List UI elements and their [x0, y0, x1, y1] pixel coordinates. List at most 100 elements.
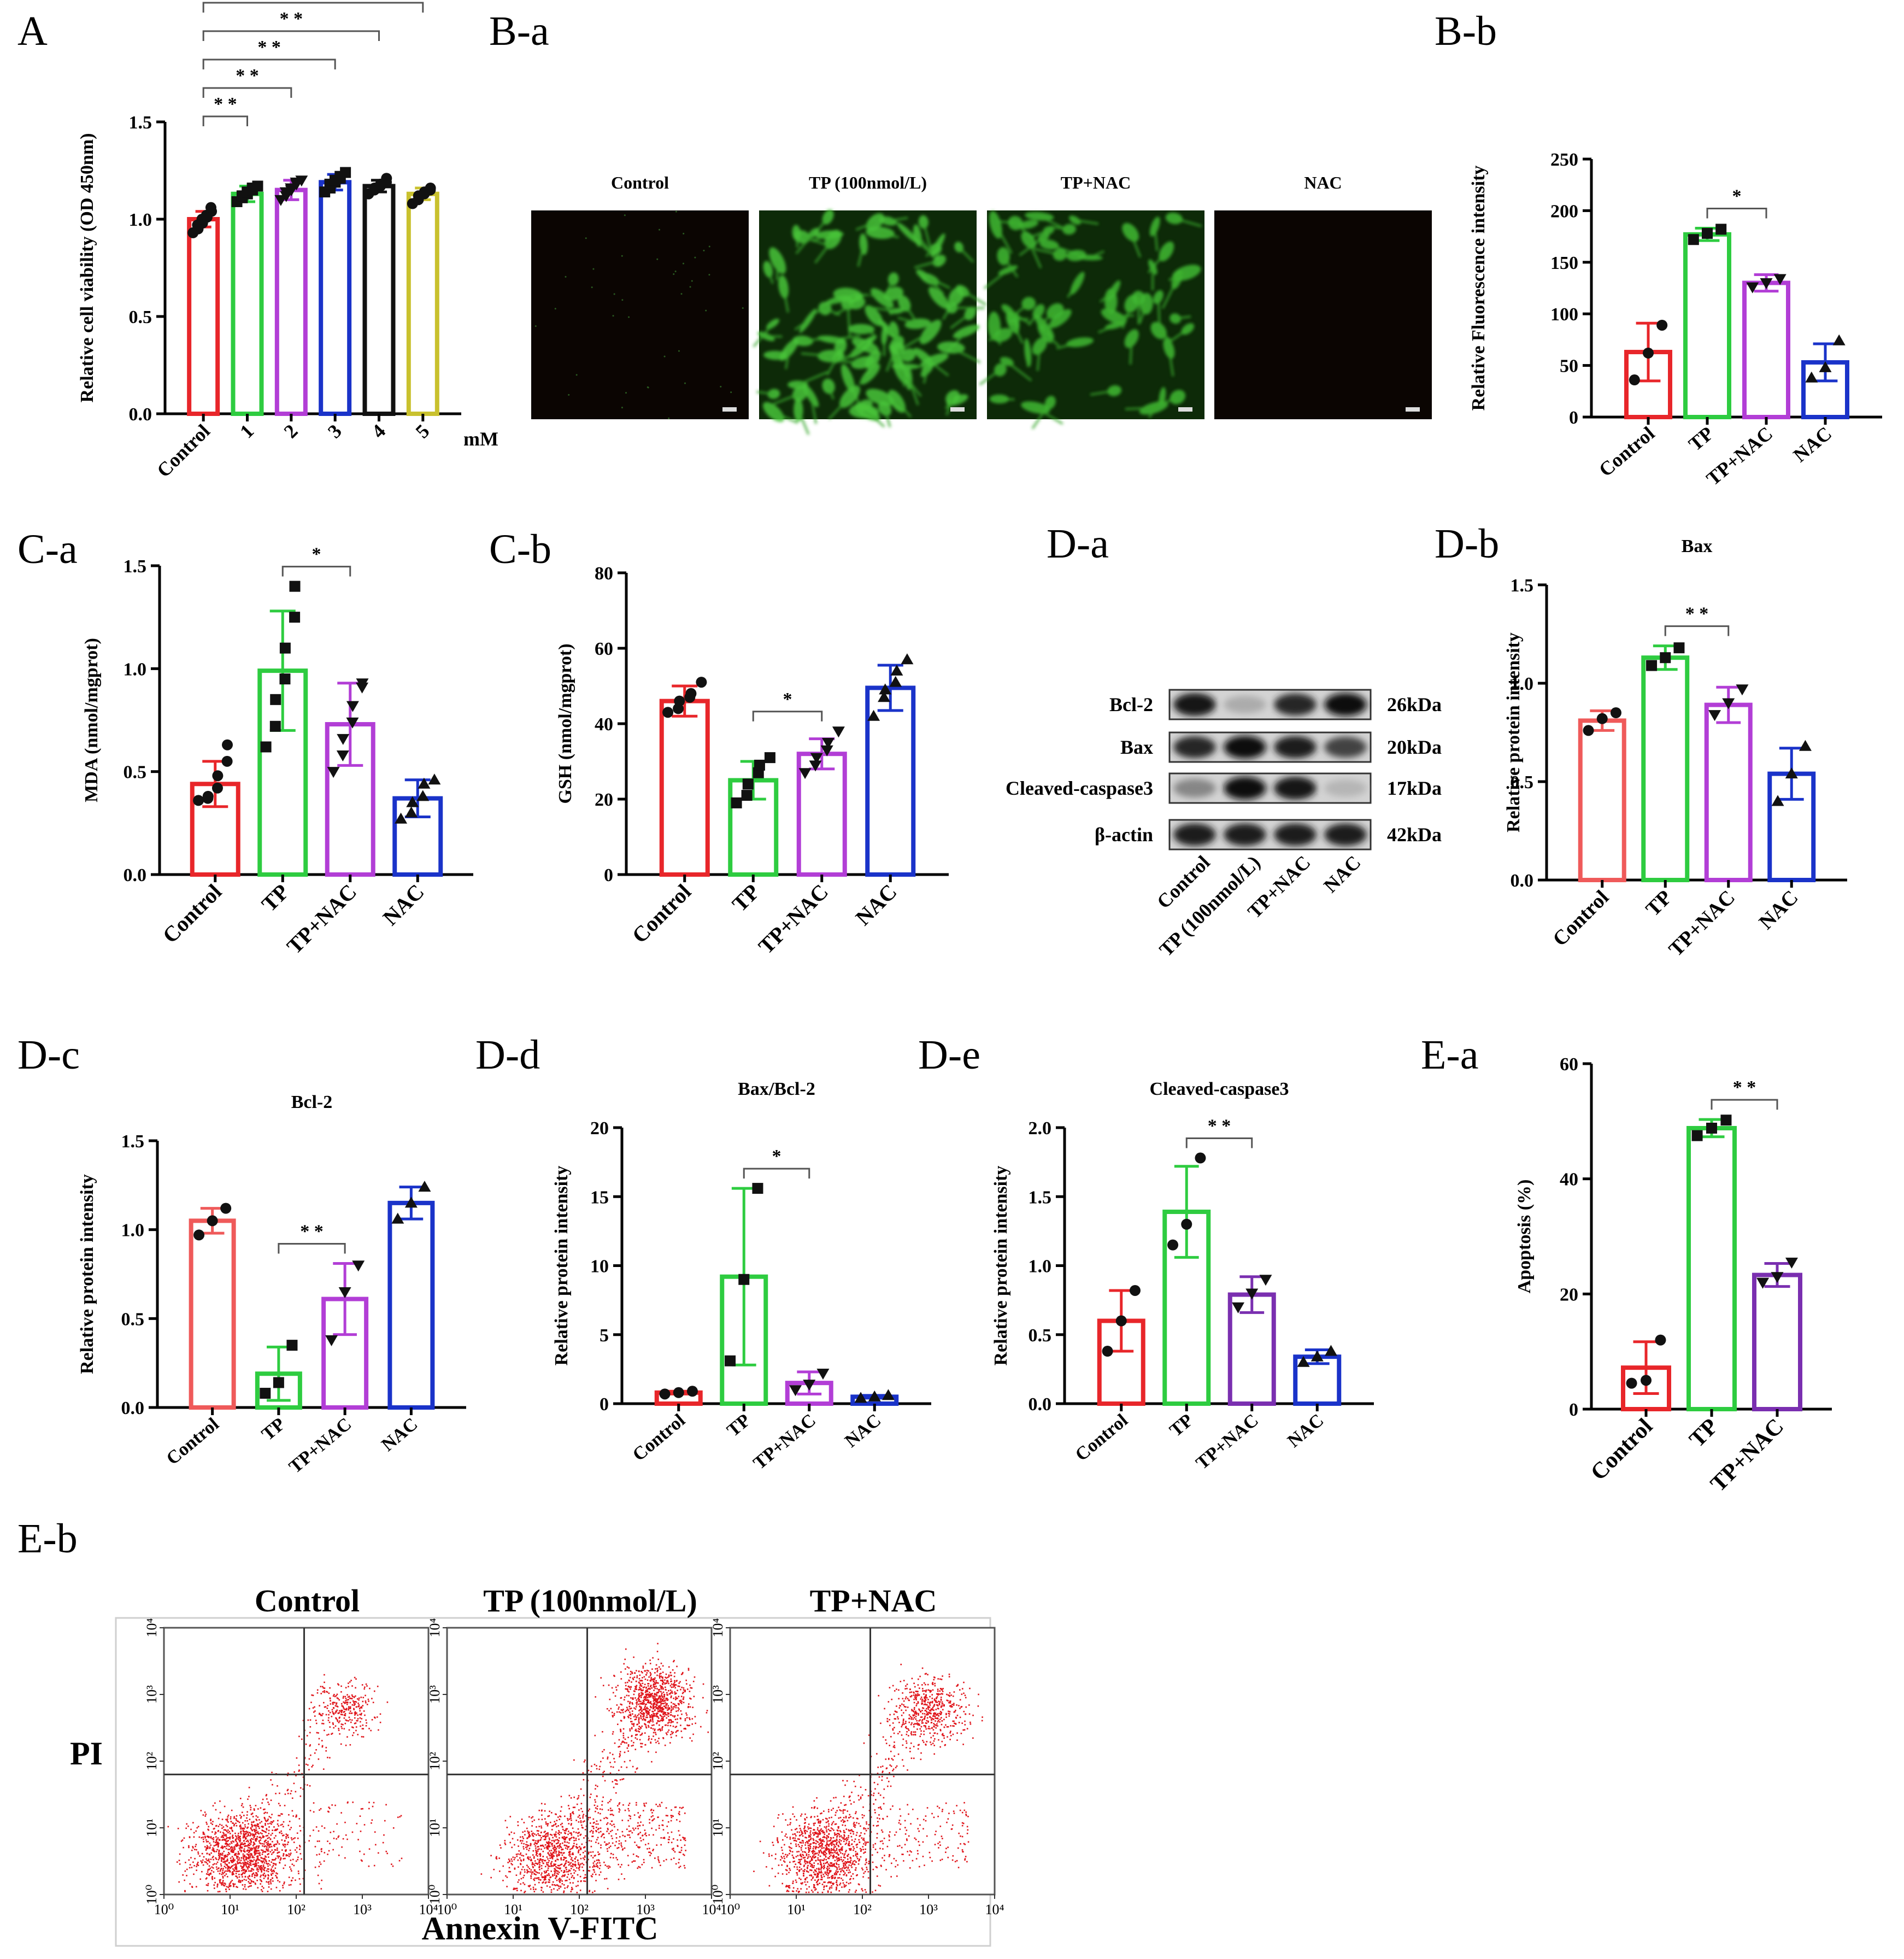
- data-point: [279, 642, 291, 654]
- y-tick-label: 60: [595, 639, 613, 659]
- x-tick-label: TP+NAC: [1706, 1414, 1789, 1497]
- data-point: [207, 1215, 218, 1227]
- data-point: [193, 795, 204, 806]
- significance-bracket: [202, 115, 248, 126]
- data-point: [1297, 1356, 1310, 1367]
- data-point: [696, 677, 707, 688]
- x-tick-label: 1: [236, 420, 258, 442]
- blot-band: [1173, 693, 1216, 716]
- x-tick-label: NAC: [841, 1410, 885, 1452]
- flow-events: [753, 1663, 983, 1893]
- chart-c-a-mda: 0.0 0.5 1.0 1.5 MDA (nmol/mgprot) Control TPTP…: [81, 544, 473, 959]
- data-point: [260, 1387, 271, 1399]
- flow-x-tick-label: 10³: [919, 1902, 938, 1917]
- x-tick-label: 2: [279, 420, 302, 442]
- data-point: [1746, 282, 1759, 294]
- bar-control: [659, 699, 710, 877]
- flow-x-tick-label: 10¹: [221, 1902, 239, 1917]
- y-tick-label: 80: [595, 564, 613, 584]
- flow-y-tick-label: 10⁴: [427, 1618, 443, 1637]
- flow-x-tick-label: 10³: [353, 1902, 372, 1917]
- x-tick-label: Control: [152, 420, 214, 482]
- flow-x-tick-label: 10¹: [787, 1902, 806, 1917]
- bar-control: [1578, 718, 1626, 883]
- y-tick-label: 1.5: [1029, 1187, 1052, 1207]
- flow-y-tick-label: 10²: [144, 1752, 160, 1770]
- chart-c-b-gsh: 0 20 40 60 80 GSH (nmol/mgprot) Control TPTP+NA…: [555, 564, 949, 959]
- y-tick-label: 1.5: [1511, 576, 1534, 596]
- blot-row: [1168, 731, 1372, 763]
- data-point: [725, 1355, 736, 1366]
- western-blot: Bcl-2 26kDa Bax 20kDa Cleaved-caspase3 17kDa β…: [1006, 689, 1442, 961]
- fluorescence-image-title: TP+NAC: [1061, 173, 1131, 192]
- y-axis-label: GSH (nmol/mgprot): [555, 643, 575, 803]
- y-axis-label: Relative protein intensity: [77, 1174, 97, 1374]
- data-point: [1195, 1152, 1206, 1164]
- y-tick-label: 40: [1560, 1170, 1578, 1190]
- flow-x-tick-label: 10⁴: [702, 1902, 721, 1917]
- data-point: [890, 664, 903, 676]
- data-point: [821, 738, 835, 749]
- panel-label-c-a: C-a: [17, 526, 78, 572]
- significance-label: * *: [300, 1221, 324, 1241]
- flow-y-tick-label: 10⁰: [144, 1885, 160, 1904]
- fluorescence-image: [979, 210, 1204, 430]
- y-tick-label: 1.5: [121, 1131, 145, 1152]
- flow-events: [167, 1674, 403, 1893]
- significance-bracket: [1185, 1137, 1253, 1148]
- data-point: [406, 796, 419, 807]
- data-point: [1245, 1288, 1259, 1300]
- bar-5: [406, 191, 439, 416]
- chart-d-c-bcl2: 0.0 0.5 1.0 1.5 Relative protein intensity Bc…: [77, 1092, 466, 1477]
- chart-title: Cleaved-caspase3: [1150, 1079, 1289, 1099]
- significance-bracket: [743, 1168, 810, 1179]
- data-point: [352, 1260, 365, 1272]
- scale-bar: [722, 407, 737, 412]
- blot-lane-label: NAC: [1319, 851, 1365, 896]
- x-tick-label: 4: [367, 420, 390, 442]
- data-point: [222, 739, 233, 750]
- data-point: [731, 797, 742, 808]
- flow-y-tick-label: 10³: [710, 1685, 726, 1704]
- x-tick-label: Control: [1548, 886, 1613, 951]
- x-tick-label: TP+NAC: [754, 879, 833, 959]
- y-tick-label: 200: [1550, 201, 1578, 221]
- y-tick-label: 0.5: [1511, 772, 1534, 793]
- flow-x-tick-label: 10²: [287, 1902, 305, 1917]
- data-point: [221, 755, 233, 767]
- blot-size-label: 42kDa: [1387, 824, 1442, 846]
- data-point: [868, 1390, 881, 1401]
- x-tick-label: TP+NAC: [1665, 886, 1740, 961]
- y-tick-label: 1.0: [1029, 1257, 1052, 1277]
- data-point: [338, 1287, 351, 1299]
- y-tick-label: 15: [590, 1187, 609, 1207]
- data-point: [867, 709, 880, 721]
- data-point: [854, 1392, 867, 1403]
- fluorescence-image: [1214, 210, 1432, 419]
- panel-label-d-a: D-a: [1047, 521, 1109, 567]
- flow-panel-title: TP (100nmol/L): [483, 1583, 697, 1618]
- data-point: [1129, 1285, 1141, 1296]
- y-tick-label: 50: [1560, 356, 1578, 377]
- bar-1: [231, 191, 264, 416]
- panel-label-d-b: D-b: [1435, 521, 1499, 567]
- y-tick-label: 0.5: [124, 763, 147, 783]
- data-point: [220, 1203, 232, 1214]
- data-point: [340, 167, 351, 178]
- data-point: [404, 1196, 418, 1208]
- data-point: [418, 777, 431, 789]
- data-point: [789, 1385, 802, 1397]
- x-tick-label: TP: [1166, 1410, 1197, 1441]
- flow-y-tick-label: 10⁴: [144, 1618, 160, 1637]
- x-tick-label: TP: [1685, 1414, 1723, 1452]
- y-axis-label: Relative cell viability (OD 450nm): [77, 133, 97, 403]
- data-point: [659, 1388, 671, 1400]
- y-tick-label: 0: [1569, 408, 1578, 428]
- data-point: [1799, 740, 1812, 751]
- blot-band: [1274, 736, 1317, 759]
- chart-a-cell-viability: 0.0 0.5 1.0 1.5 Relative cell viability (OD …: [77, 0, 498, 482]
- fluorescence-image-title: NAC: [1304, 173, 1342, 192]
- y-tick-label: 150: [1550, 253, 1578, 273]
- y-axis-label: Apoptosis (%): [1514, 1180, 1535, 1294]
